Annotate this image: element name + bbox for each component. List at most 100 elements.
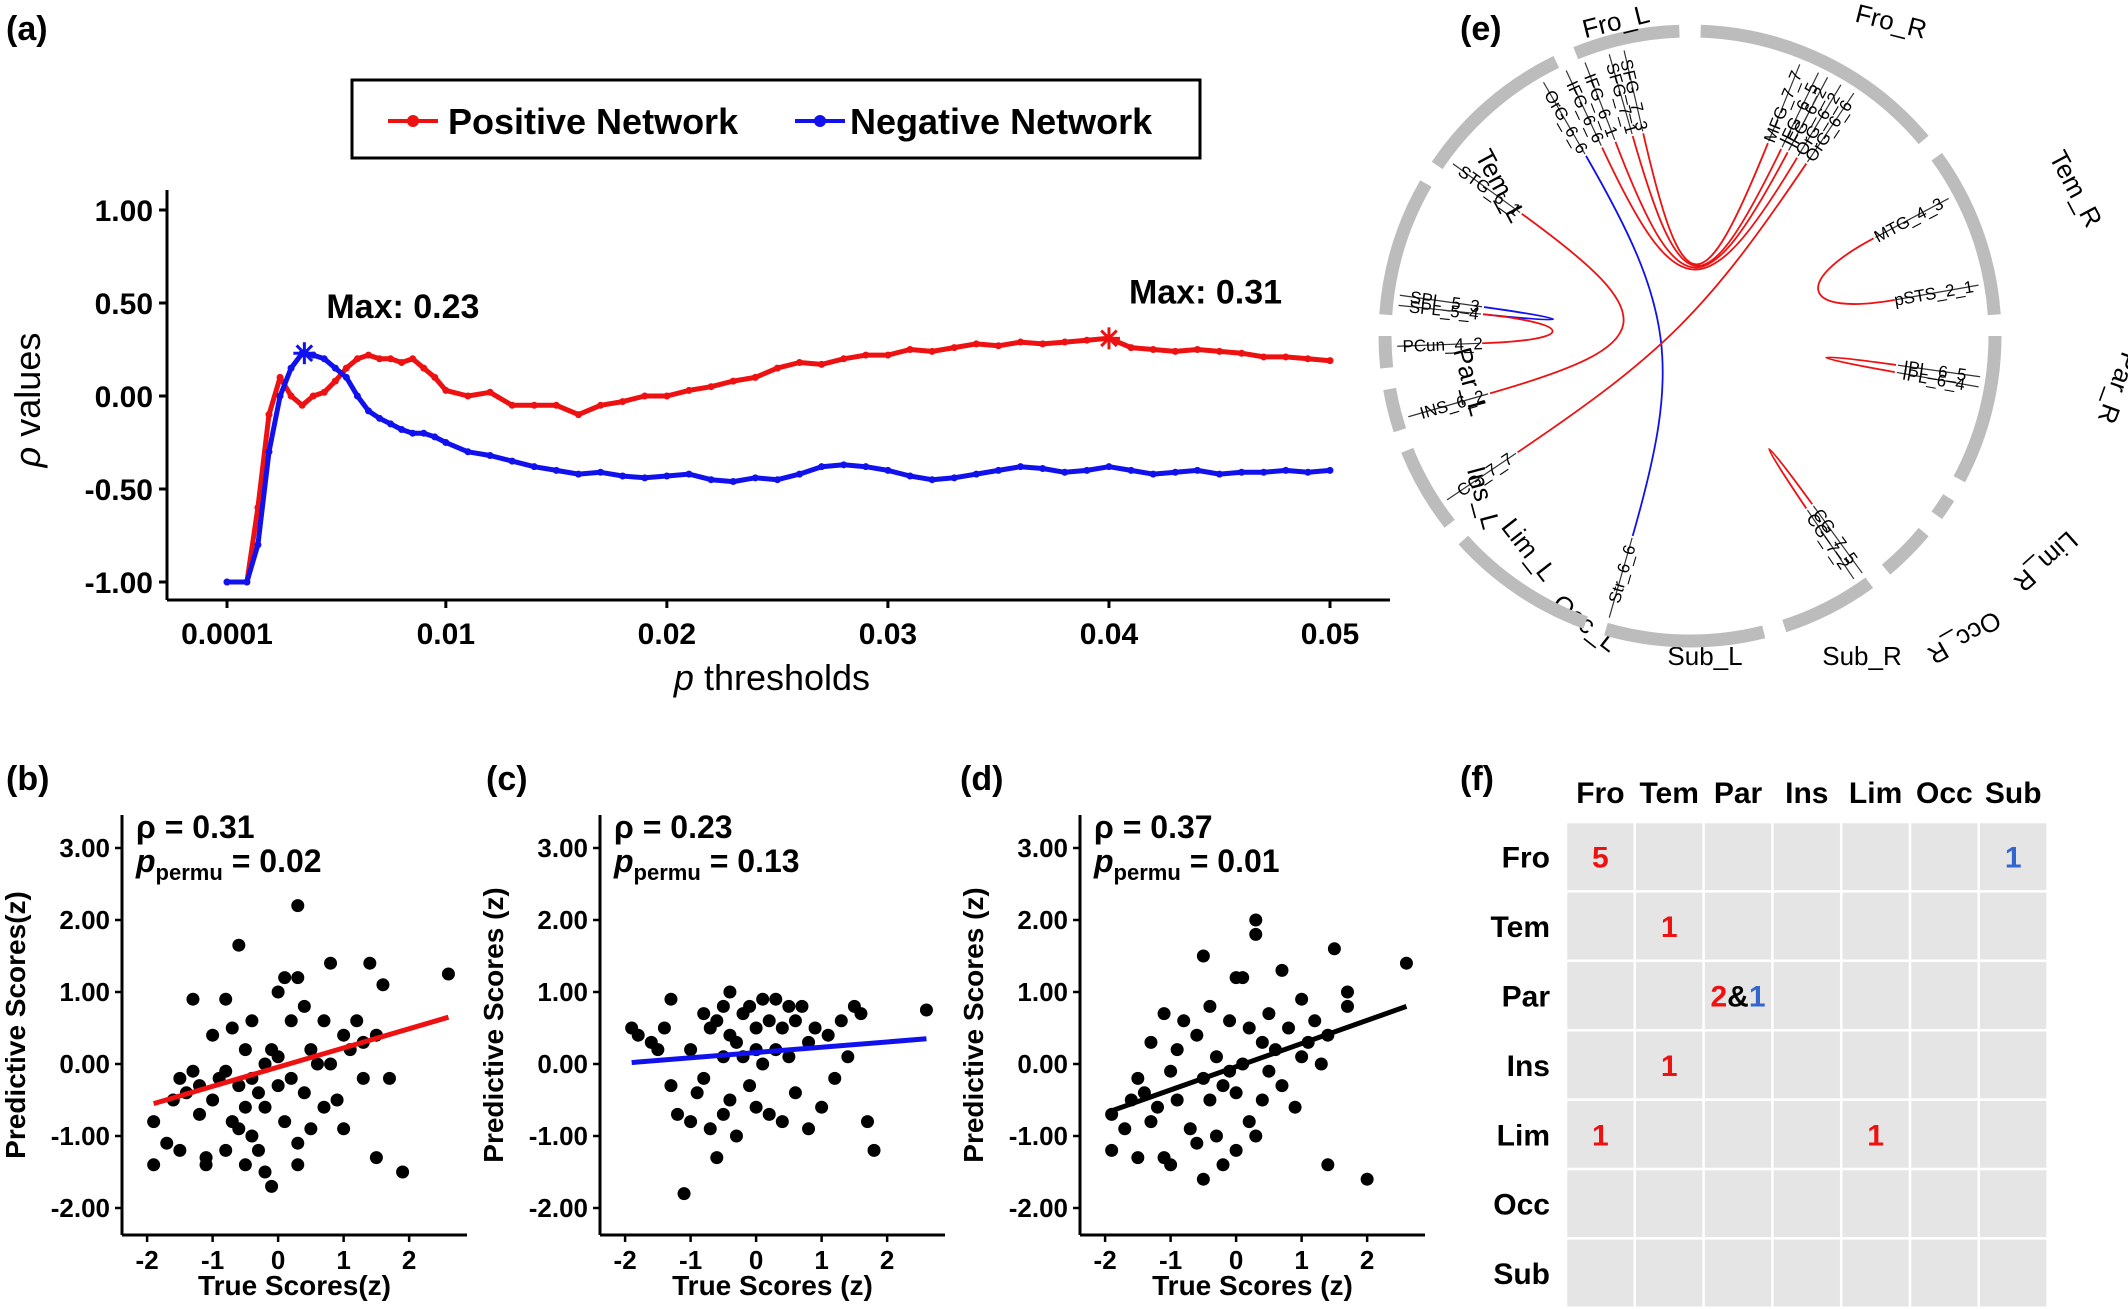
node-tick — [1399, 294, 1483, 308]
rho-label: ρ = 0.31 — [136, 809, 255, 845]
node-tick — [1446, 452, 1517, 501]
data-point — [862, 351, 870, 359]
scatter-point — [297, 1086, 311, 1100]
data-point — [552, 401, 560, 409]
scatter-point — [723, 985, 737, 999]
cell-value: 1 — [1867, 1119, 1884, 1152]
region-arc — [1881, 527, 1929, 575]
p-label: ppermu = 0.02 — [135, 843, 322, 885]
node-tick — [1408, 393, 1489, 418]
x-tick-label: 0.05 — [1301, 618, 1359, 651]
row-label: Fro — [1502, 842, 1550, 875]
chord-link — [1483, 306, 1555, 321]
scatter-point — [245, 1014, 259, 1028]
scatter-point — [147, 1158, 161, 1172]
x-tick-label: 0 — [1229, 1245, 1243, 1275]
region-label: Tem_R — [2043, 145, 2108, 232]
scatter-point — [232, 1122, 246, 1136]
data-point — [508, 457, 516, 465]
data-point — [1083, 466, 1091, 474]
data-point — [773, 476, 781, 484]
scatter-point — [795, 999, 809, 1013]
scatter-point — [238, 1043, 252, 1057]
data-point — [398, 425, 406, 433]
data-point — [254, 541, 262, 549]
data-point — [1304, 355, 1312, 363]
scatter-point — [291, 1136, 305, 1150]
scatter-point — [232, 1079, 246, 1093]
y-tick-label: 3.00 — [59, 833, 110, 863]
scatter-point — [1196, 949, 1210, 963]
data-point — [223, 578, 231, 586]
data-point — [376, 355, 384, 363]
data-point — [1083, 336, 1091, 344]
node-label: INS_6_2 — [1418, 386, 1487, 423]
fit-line — [631, 1036, 927, 1066]
scatter-point — [186, 1064, 200, 1078]
scatter-point — [238, 1100, 252, 1114]
scatter-point — [1242, 1115, 1256, 1129]
chord-link — [1614, 141, 1789, 269]
scatter-point — [756, 992, 770, 1006]
data-point — [1260, 468, 1268, 476]
x-tick-label: -1 — [1159, 1245, 1182, 1275]
scatter-point — [337, 1122, 351, 1136]
legend-box — [350, 78, 1202, 160]
scatter-point — [1295, 1050, 1309, 1064]
matrix-background — [1566, 822, 2048, 1308]
axes: 1.00 0.50 0.00 -0.50 -1.00 0.0001 0.01 0.02 0.03… — [85, 190, 1390, 651]
scatter-point — [1209, 1050, 1223, 1064]
data-point — [276, 392, 284, 400]
x-tick-label: 1 — [336, 1245, 350, 1275]
data-point — [729, 377, 737, 385]
data-point — [1149, 346, 1157, 353]
chord-link — [1768, 447, 1813, 509]
node-tick — [1788, 77, 1829, 151]
scatter-point — [808, 1021, 822, 1035]
scatter-point — [697, 1007, 711, 1021]
chord-link — [1517, 163, 1808, 454]
data-point — [1326, 357, 1334, 365]
scatter-point — [1340, 985, 1354, 999]
scatter-point — [291, 1158, 305, 1172]
scatter-point — [664, 1079, 678, 1093]
data-point — [464, 392, 472, 400]
scatter-point — [173, 1143, 187, 1157]
data-point — [707, 383, 715, 391]
node-tick — [1875, 197, 1949, 238]
row-label: Lim — [1497, 1119, 1550, 1152]
scatter-point — [1157, 1007, 1171, 1021]
data-point — [751, 373, 759, 381]
scatter-point — [1255, 1093, 1269, 1107]
scatter-point — [206, 1093, 220, 1107]
row-label: Occ — [1493, 1189, 1550, 1222]
data-point — [972, 470, 980, 478]
region-arc — [1953, 335, 2002, 483]
region-label: Occ_R — [1923, 605, 2007, 671]
y-tick-label: 1.00 — [59, 977, 110, 1007]
data-point — [398, 359, 406, 367]
legend: Positive Network Negative Network — [350, 78, 1202, 160]
scatter-point — [1131, 1071, 1145, 1085]
scatter-point — [219, 1143, 233, 1157]
data-point — [950, 474, 958, 482]
scatter-point — [1295, 992, 1309, 1006]
data-point — [1061, 338, 1069, 346]
x-axis-title: p thresholds — [673, 657, 870, 698]
scatter-point — [1216, 1158, 1230, 1172]
data-point — [243, 578, 251, 586]
data-point — [552, 466, 560, 474]
y-tick-label: -1.00 — [51, 1121, 110, 1151]
region-label: Fro_R — [1852, 0, 1929, 45]
scatter-point — [1229, 1086, 1243, 1100]
scatter-point — [1170, 1043, 1184, 1057]
data-point — [729, 478, 737, 486]
scatter-point — [251, 1143, 265, 1157]
panel-label-f: (f) — [1460, 760, 1494, 798]
y-tick-label: 3.00 — [537, 833, 588, 863]
node-tick — [1897, 364, 1981, 378]
node-tick — [1797, 84, 1842, 157]
scatter-point — [782, 999, 796, 1013]
scatter-point — [710, 1014, 724, 1028]
